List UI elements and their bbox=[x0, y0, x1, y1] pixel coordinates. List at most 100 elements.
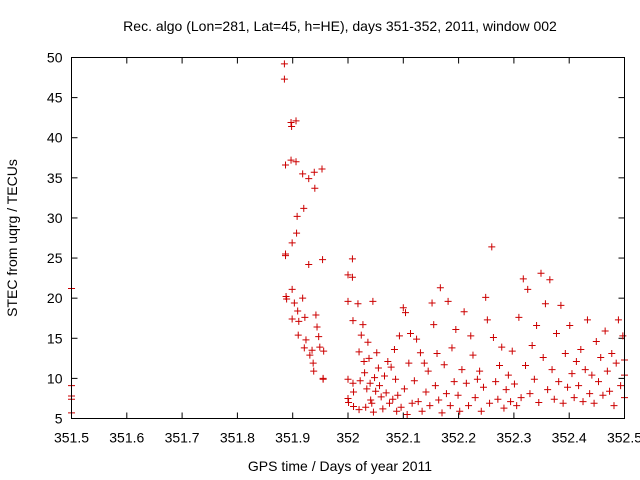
data-point bbox=[360, 358, 368, 366]
data-point bbox=[564, 383, 572, 391]
data-point bbox=[557, 301, 565, 309]
data-point bbox=[302, 336, 310, 344]
data-point bbox=[608, 350, 616, 358]
data-point bbox=[288, 285, 296, 293]
data-point bbox=[293, 212, 301, 220]
data-point bbox=[535, 398, 543, 406]
data-point bbox=[559, 399, 567, 407]
data-point bbox=[530, 375, 538, 383]
data-point bbox=[482, 293, 490, 301]
data-point bbox=[316, 343, 324, 351]
data-point bbox=[483, 316, 491, 324]
data-point bbox=[290, 299, 298, 307]
data-point bbox=[345, 398, 353, 406]
data-point bbox=[283, 295, 291, 303]
data-point bbox=[366, 379, 374, 387]
data-point bbox=[367, 396, 375, 404]
data-point bbox=[344, 271, 352, 279]
data-point bbox=[444, 297, 452, 305]
data-point bbox=[300, 204, 308, 212]
data-point bbox=[566, 321, 574, 329]
data-point bbox=[311, 184, 319, 192]
data-point bbox=[356, 377, 364, 385]
plot-frame bbox=[71, 57, 625, 419]
data-point bbox=[458, 366, 466, 374]
data-point bbox=[614, 316, 622, 324]
data-point bbox=[507, 398, 515, 406]
data-point bbox=[320, 347, 328, 355]
y-axis-label: STEC from uqrg / TECUs bbox=[4, 159, 20, 317]
data-point bbox=[438, 409, 446, 417]
data-point bbox=[539, 354, 547, 362]
data-point bbox=[588, 371, 596, 379]
data-point bbox=[555, 378, 563, 386]
data-point bbox=[575, 382, 583, 390]
x-axis-label: GPS time / Days of year 2011 bbox=[248, 458, 432, 474]
data-point bbox=[498, 343, 506, 351]
data-point bbox=[349, 317, 357, 325]
data-point bbox=[548, 366, 556, 374]
data-point bbox=[515, 313, 523, 321]
data-point bbox=[465, 402, 473, 410]
data-point bbox=[293, 229, 301, 237]
data-point bbox=[359, 321, 367, 329]
data-point bbox=[502, 386, 510, 394]
x-tick-label: 352.4 bbox=[552, 430, 587, 446]
data-point bbox=[294, 307, 302, 315]
data-point bbox=[295, 317, 303, 325]
y-tick-label: 15 bbox=[47, 330, 63, 346]
data-point bbox=[489, 333, 497, 341]
data-point bbox=[590, 399, 598, 407]
data-point bbox=[361, 369, 369, 377]
data-point bbox=[308, 346, 316, 354]
y-tick-label: 30 bbox=[47, 210, 63, 226]
data-point bbox=[435, 396, 443, 404]
data-point bbox=[420, 359, 428, 367]
data-point bbox=[288, 239, 296, 247]
data-point bbox=[306, 351, 314, 359]
data-point bbox=[319, 375, 327, 383]
data-point bbox=[479, 383, 487, 391]
y-tick-label: 35 bbox=[47, 170, 63, 186]
data-point bbox=[287, 156, 295, 164]
data-point bbox=[544, 386, 552, 394]
data-point bbox=[488, 243, 496, 251]
data-point bbox=[362, 403, 370, 411]
data-point bbox=[376, 382, 384, 390]
data-point bbox=[400, 385, 408, 393]
data-point bbox=[397, 403, 405, 411]
data-point bbox=[579, 398, 587, 406]
data-point bbox=[610, 402, 618, 410]
data-point bbox=[601, 327, 609, 335]
y-tick-label: 40 bbox=[47, 130, 63, 146]
data-point bbox=[462, 379, 470, 387]
data-point bbox=[344, 394, 352, 402]
data-point bbox=[312, 311, 320, 319]
x-tick-label: 352.2 bbox=[441, 430, 476, 446]
data-point bbox=[390, 346, 398, 354]
data-point bbox=[299, 294, 307, 302]
data-point bbox=[606, 387, 614, 395]
data-point bbox=[369, 408, 377, 416]
data-point bbox=[394, 391, 402, 399]
data-point bbox=[363, 385, 371, 393]
data-point bbox=[422, 388, 430, 396]
data-point bbox=[448, 344, 456, 352]
data-point bbox=[612, 359, 620, 367]
data-point bbox=[305, 175, 313, 183]
x-tick-label: 351.6 bbox=[109, 430, 144, 446]
data-point bbox=[619, 332, 627, 340]
data-point bbox=[426, 402, 434, 410]
data-point bbox=[471, 394, 479, 402]
data-point bbox=[387, 363, 395, 371]
data-point bbox=[508, 347, 516, 355]
data-point bbox=[517, 394, 525, 402]
y-tick-label: 25 bbox=[47, 250, 63, 266]
data-point bbox=[528, 341, 536, 349]
data-point bbox=[492, 378, 500, 386]
data-point bbox=[344, 375, 352, 383]
data-point bbox=[537, 269, 545, 277]
data-point bbox=[577, 346, 585, 354]
